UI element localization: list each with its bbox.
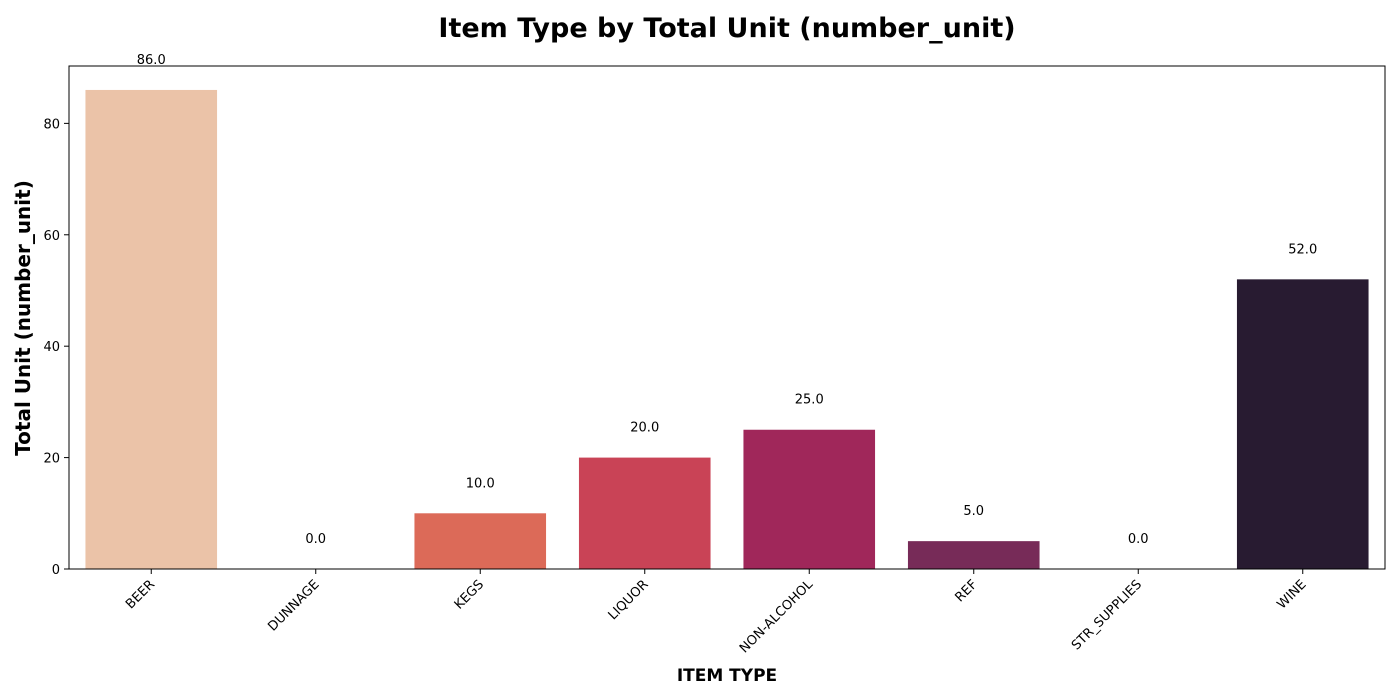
y-tick-label: 0 xyxy=(52,563,60,578)
data-label: 10.0 xyxy=(466,476,495,491)
plot-frame xyxy=(68,65,1386,570)
x-tick-label: KEGS xyxy=(452,577,487,612)
bar xyxy=(907,541,1040,569)
x-tick-label: BEER xyxy=(123,577,158,612)
x-tick-label: LIQUOR xyxy=(606,577,652,623)
bar xyxy=(85,89,218,569)
data-label: 0.0 xyxy=(1128,532,1149,547)
y-axis-label: Total Unit (number_unit) xyxy=(11,180,35,456)
x-axis-label: ITEM TYPE xyxy=(677,666,777,686)
bar xyxy=(414,513,547,569)
data-label: 5.0 xyxy=(963,504,984,519)
bar xyxy=(1236,279,1369,569)
x-tick-label: DUNNAGE xyxy=(265,577,322,634)
y-tick-label: 80 xyxy=(43,117,60,132)
data-label: 20.0 xyxy=(630,421,659,436)
data-label: 86.0 xyxy=(137,53,166,68)
data-label: 0.0 xyxy=(305,532,326,547)
x-tick-label: STR_SUPPLIES xyxy=(1069,577,1145,653)
plot-area: 86.0 0.0 10.0 20.0 25.0 5.0 0.0 52.0 0 20 40 60 80 BE… xyxy=(43,53,1386,657)
chart-title: Item Type by Total Unit (number_unit) xyxy=(438,13,1015,44)
x-tick-label: REF xyxy=(952,577,980,605)
y-tick-label: 40 xyxy=(43,340,60,355)
x-tick-label: NON-ALCOHOL xyxy=(737,577,817,657)
x-tick-label: WINE xyxy=(1274,577,1309,612)
bar xyxy=(743,429,876,569)
y-tick-label: 20 xyxy=(43,452,60,467)
bar xyxy=(578,457,711,569)
data-label: 25.0 xyxy=(795,393,824,408)
data-label: 52.0 xyxy=(1288,242,1317,257)
y-tick-label: 60 xyxy=(43,229,60,244)
